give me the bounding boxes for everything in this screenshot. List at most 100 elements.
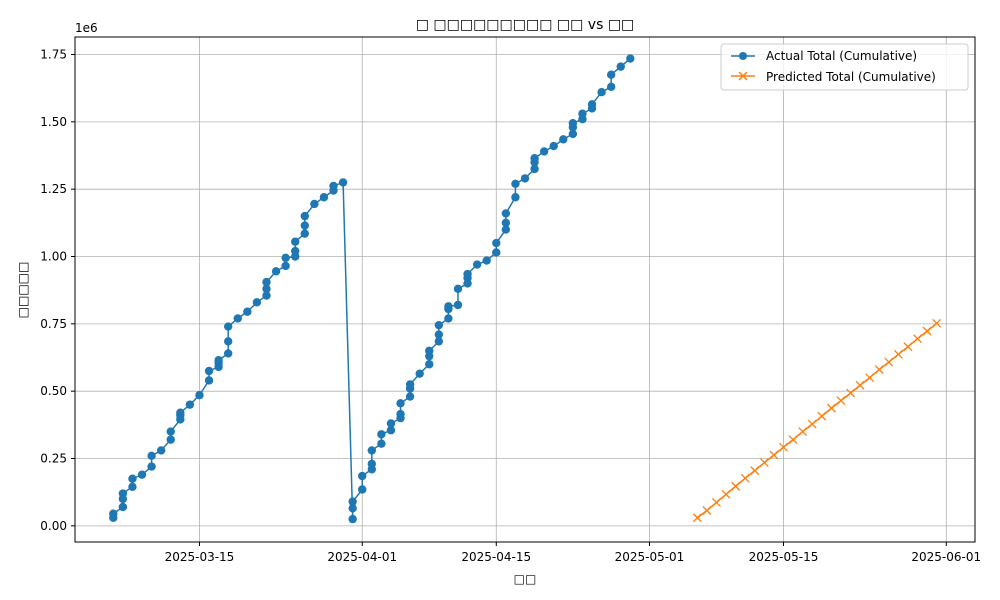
actual-data-point (176, 408, 185, 417)
predicted-data-point (865, 373, 875, 383)
predicted-data-point (721, 489, 731, 499)
actual-data-point (262, 284, 271, 294)
predicted-data-point (788, 435, 798, 445)
y-tick-label: 0.75 (40, 317, 67, 331)
actual-data-point (329, 181, 338, 191)
predicted-data-point (759, 458, 769, 468)
actual-data-point (463, 269, 472, 279)
x-tick-label: 2025-06-01 (911, 550, 981, 564)
predicted-data-point (932, 318, 942, 328)
actual-data-point (501, 225, 511, 234)
x-tick-label: 2025-03-15 (165, 550, 235, 564)
actual-data-point (166, 427, 175, 436)
predicted-data-point (846, 388, 855, 398)
actual-data-point (262, 291, 271, 300)
x-tick-label: 2025-05-15 (749, 550, 819, 564)
actual-data-point (204, 366, 214, 376)
y-tick-label: 1.00 (40, 250, 67, 264)
actual-data-point (128, 474, 137, 483)
predicted-data-point (807, 419, 817, 429)
actual-data-point (252, 298, 262, 307)
actual-data-point (425, 346, 434, 355)
actual-data-point (405, 392, 415, 401)
legend-box (720, 43, 969, 91)
actual-data-point (492, 238, 501, 248)
actual-data-point (233, 314, 242, 323)
y-tick-label: 0.25 (40, 452, 67, 466)
x-axis-ticks: 2025-03-15 2025-04-01 2025-04-15 2025-05-01… (165, 542, 981, 564)
actual-data-point (118, 489, 128, 498)
actual-data-point (147, 462, 156, 471)
x-tick-label: 2025-05-01 (615, 550, 685, 564)
actual-data-point (185, 400, 195, 409)
legend-predicted-label: Predicted Total (Cumulative) (766, 70, 936, 84)
predicted-data-point (855, 380, 865, 390)
actual-data-point (587, 100, 597, 109)
predicted-data-point (884, 357, 894, 367)
y-tick-label: 1.25 (40, 182, 67, 196)
actual-data-point (166, 435, 175, 444)
actual-data-point (606, 82, 616, 92)
predicted-data-point (826, 403, 836, 413)
actual-data-point (367, 459, 377, 469)
actual-data-point (444, 302, 453, 311)
actual-data-point (492, 248, 501, 257)
actual-data-point (568, 118, 578, 128)
actual-data-point (348, 497, 357, 506)
predicted-data-point (817, 411, 827, 421)
predicted-data-point (750, 466, 760, 476)
actual-data-point (425, 360, 434, 369)
legend: Actual Total (Cumulative) Predicted Tota… (720, 43, 969, 91)
actual-data-point (578, 109, 587, 118)
actual-data-point (338, 178, 348, 187)
legend-predicted-marker (738, 71, 748, 81)
actual-data-point (319, 193, 329, 202)
actual-data-point (358, 485, 367, 494)
actual-data-point (482, 256, 491, 265)
actual-data-point (377, 430, 386, 439)
actual-data-point (223, 322, 233, 331)
predicted-data-point (903, 342, 913, 352)
x-tick-label: 2025-04-01 (327, 550, 397, 564)
actual-data-point (434, 320, 444, 330)
actual-data-point (137, 470, 147, 479)
actual-data-point (626, 54, 635, 63)
actual-data-point (291, 237, 300, 246)
actual-data-point (147, 451, 156, 461)
actual-data-point (271, 267, 281, 276)
predicted-data-point (702, 506, 712, 515)
y-offset-text: 1e6 (75, 21, 98, 35)
actual-data-point (386, 419, 396, 428)
predicted-data-point (740, 473, 750, 483)
series-layer (109, 54, 942, 524)
x-tick-label: 2025-04-15 (461, 550, 531, 564)
x-axis-label: □□ (514, 572, 537, 586)
actual-data-point (472, 260, 482, 269)
actual-data-point (386, 426, 396, 435)
y-tick-label: 0.50 (40, 384, 67, 398)
actual-data-point (530, 154, 539, 163)
actual-data-point (405, 380, 415, 389)
predicted-data-point (836, 396, 846, 406)
actual-data-point (204, 376, 214, 385)
actual-data-point (300, 221, 309, 230)
actual-data-point (118, 502, 128, 512)
actual-data-point (367, 446, 377, 455)
actual-data-point (597, 88, 606, 97)
actual-data-point (348, 504, 357, 513)
actual-data-point (195, 391, 204, 400)
predicted-data-point (922, 326, 932, 336)
actual-data-point (223, 337, 233, 346)
actual-data-point (501, 218, 511, 228)
grid-lines (75, 37, 975, 542)
plot-frame (74, 36, 976, 543)
actual-data-point (377, 439, 386, 448)
predicted-data-point (893, 349, 903, 359)
actual-data-point (300, 229, 309, 238)
predicted-data-point (692, 513, 702, 523)
actual-data-point (358, 471, 367, 481)
actual-data-point (559, 135, 568, 144)
legend-actual-label: Actual Total (Cumulative) (766, 49, 917, 63)
y-axis-label: □□□□□ (16, 262, 30, 319)
legend-actual-marker (739, 52, 747, 60)
